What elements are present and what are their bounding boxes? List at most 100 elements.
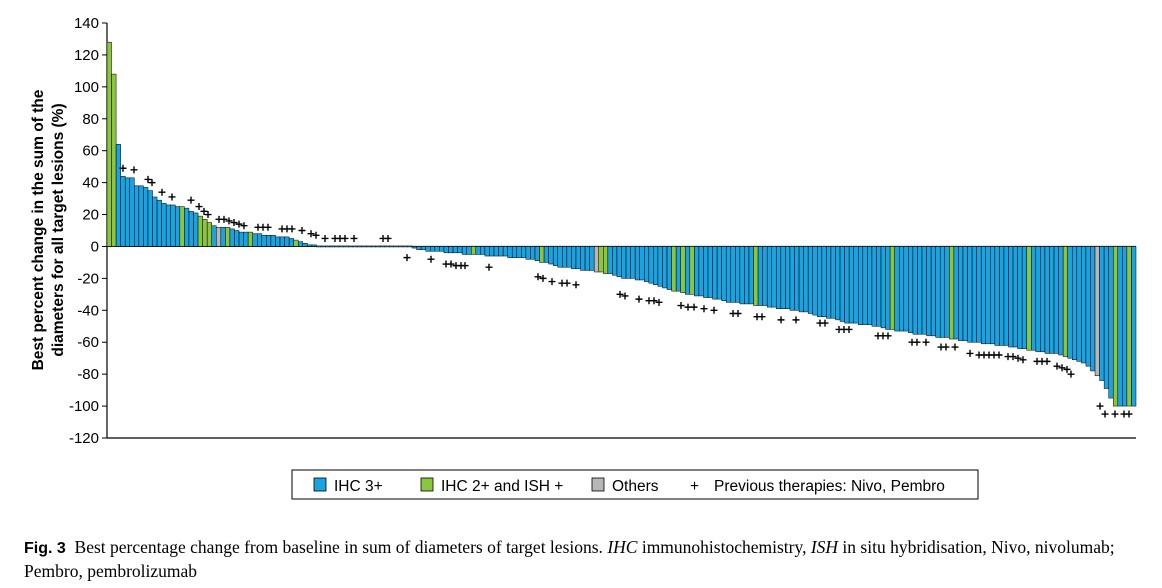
y-axis-label-line-1: Best percent change in the sum of the	[30, 89, 47, 370]
bar	[152, 196, 158, 247]
bar	[630, 246, 636, 279]
bar	[662, 246, 668, 289]
bar	[607, 246, 613, 274]
bar	[134, 185, 140, 247]
previous-therapy-marker	[635, 295, 643, 303]
previous-therapy-marker	[684, 303, 692, 311]
bar	[603, 246, 609, 274]
bar	[548, 246, 554, 265]
y-tick-label: -40	[77, 302, 99, 319]
bar	[552, 246, 559, 266]
bar	[853, 246, 859, 324]
caption-abbr-ihc: IHC	[607, 537, 638, 557]
previous-therapy-marker	[700, 305, 708, 313]
previous-therapy-marker	[845, 325, 853, 333]
previous-therapy-marker	[230, 219, 238, 227]
bar	[179, 206, 185, 247]
bar	[930, 246, 936, 337]
bar	[480, 246, 486, 255]
previous-therapy-marker	[144, 175, 152, 183]
bar	[1058, 246, 1064, 356]
previous-therapy-marker	[942, 343, 950, 351]
bar	[211, 225, 217, 247]
bar	[908, 246, 914, 333]
bar	[238, 231, 244, 247]
previous-therapy-marker	[821, 319, 829, 327]
bar	[234, 230, 240, 247]
previous-therapy-marker	[264, 223, 272, 231]
bar	[994, 246, 1000, 346]
legend-frame	[291, 469, 979, 500]
bar	[498, 246, 504, 257]
bar	[188, 211, 194, 247]
bar	[357, 245, 363, 248]
y-tick-label: -120	[69, 430, 99, 447]
bar	[666, 246, 672, 290]
bar	[1090, 246, 1096, 372]
bar	[543, 246, 549, 263]
bar	[1085, 246, 1091, 367]
bar	[903, 246, 909, 332]
bar	[680, 246, 686, 294]
bar	[452, 246, 458, 254]
bar	[730, 246, 736, 303]
bar	[307, 244, 313, 247]
y-tick-label: 80	[82, 111, 99, 128]
bar	[571, 246, 577, 270]
legend-marker-plus: +	[690, 478, 699, 495]
bar	[247, 231, 253, 247]
previous-therapy-marker	[461, 262, 469, 270]
bar	[311, 244, 317, 247]
bar	[821, 246, 827, 317]
bar	[912, 246, 918, 335]
previous-therapy-marker	[298, 227, 306, 234]
bar	[352, 245, 358, 248]
bar	[411, 246, 417, 249]
previous-therapy-marker	[1053, 362, 1061, 370]
bar	[129, 177, 135, 247]
bar	[830, 246, 836, 319]
bar	[598, 246, 604, 273]
bar	[762, 246, 768, 306]
bar	[1103, 246, 1109, 389]
bar	[329, 245, 335, 248]
bar	[776, 246, 782, 309]
bar	[507, 246, 513, 258]
previous-therapy-marker	[225, 217, 233, 225]
bar	[575, 246, 581, 270]
previous-therapy-marker	[922, 338, 930, 346]
bar	[712, 246, 718, 300]
y-tick-label: 100	[74, 79, 99, 96]
bar	[389, 245, 395, 248]
previous-therapy-marker	[235, 220, 243, 228]
bar	[584, 246, 590, 271]
bar	[1099, 246, 1105, 381]
previous-therapy-marker	[1014, 354, 1022, 362]
bar	[698, 246, 704, 297]
bar	[889, 246, 895, 330]
bar	[316, 245, 322, 248]
bar	[1026, 246, 1032, 351]
bar	[885, 246, 891, 330]
bar	[557, 246, 563, 268]
previous-therapy-marker	[655, 298, 663, 306]
y-tick-label: 0	[91, 238, 99, 255]
bar	[694, 246, 700, 297]
bar	[1008, 246, 1014, 348]
bar	[366, 245, 372, 248]
bar	[949, 246, 955, 340]
caption-text-1: Best percentage change from baseline in …	[74, 537, 603, 557]
bar	[789, 246, 795, 311]
bar	[161, 203, 167, 247]
previous-therapy-marker	[951, 343, 959, 351]
bar	[516, 246, 522, 258]
bar	[297, 241, 304, 247]
bar	[120, 175, 126, 247]
bar	[871, 246, 877, 327]
bar	[634, 246, 640, 281]
bar	[725, 246, 732, 303]
previous-therapy-marker	[1096, 402, 1104, 410]
bar	[475, 246, 481, 255]
previous-therapy-marker	[158, 188, 166, 196]
previous-therapy-marker	[621, 292, 629, 300]
